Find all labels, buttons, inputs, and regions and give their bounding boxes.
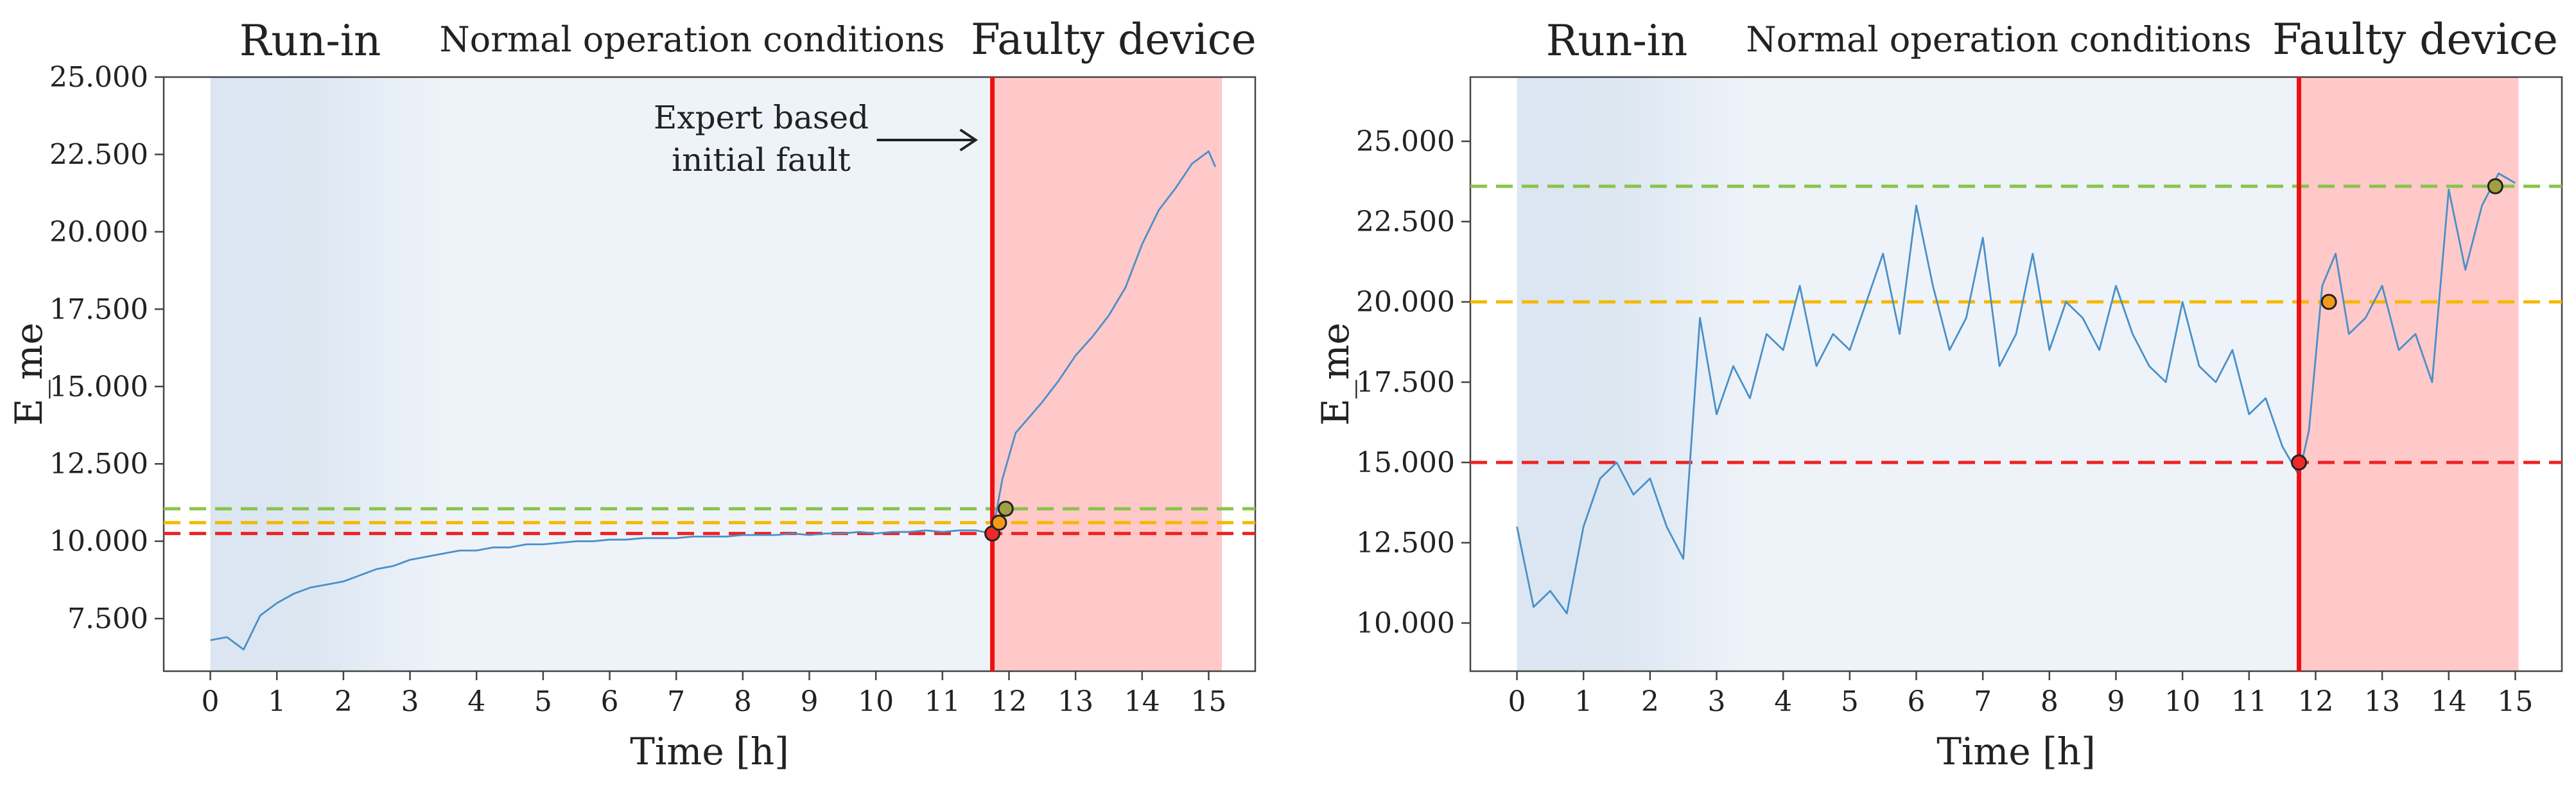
threshold-marker-green [2487,178,2503,195]
region-runin [210,77,444,671]
region-normal [1750,77,2299,671]
region-label-faulty: Faulty device [971,15,1257,64]
x-axis-title: Time [h] [1936,730,2096,773]
x-tick-label: 11 [2231,685,2267,718]
axes-frame [1469,76,2563,672]
x-tick-label: 6 [601,685,619,718]
x-tick-label: 15 [1190,685,1226,718]
y-tick-label: 25.000 [1356,125,1455,158]
annotation-arrowhead [959,128,979,152]
x-tick-label: 12 [2297,685,2333,718]
y-tick-label: 17.500 [1356,366,1455,399]
y-tick-label: 10.000 [1356,607,1455,640]
y-axis-title: E_me [1314,322,1357,426]
y-tick-label: 15.000 [49,371,148,403]
y-tick-label: 22.500 [49,138,148,171]
threshold-marker-red [2291,454,2308,471]
y-tick-label: 17.500 [49,293,148,326]
x-tick-label: 4 [1774,685,1792,718]
y-tick-label: 7.500 [67,602,148,635]
x-tick-label: 7 [667,685,685,718]
x-tick-label: 3 [401,685,419,718]
y-tick-label: 12.500 [1356,527,1455,559]
series-line [210,150,1217,651]
x-tick-label: 5 [534,685,552,718]
annotation-line-2: initial fault [672,141,851,179]
x-tick-label: 6 [1908,685,1926,718]
region-runin [1517,77,1750,671]
series-line [1516,172,2516,615]
plot-area: 0 1 2 3 4 5 6 7 8 9 10 11 12 13 14 1510.00012.50015.000… [1356,76,2563,718]
x-tick-label: 12 [991,685,1027,718]
y-tick-label: 25.000 [49,61,148,94]
x-axis-title: Time [h] [630,730,789,773]
x-tick-label: 0 [1508,685,1526,718]
x-tick-label: 8 [2041,685,2058,718]
x-tick-label: 10 [858,685,894,718]
axes-frame [162,76,1257,672]
left-chart: 0 1 2 3 4 5 6 7 8 9 10 11 12 13 14 157.50010.00012.5001… [7,15,1257,773]
y-tick-label: 20.000 [49,216,148,249]
threshold-marker-green [997,500,1014,517]
region-faulty [2299,77,2519,671]
y-tick-label: 20.000 [1356,286,1455,319]
x-tick-label: 1 [268,685,286,718]
x-tick-label: 15 [2497,685,2533,718]
x-tick-label: 9 [800,685,818,718]
x-tick-label: 0 [202,685,220,718]
y-axis-title: E_me [7,322,51,426]
annotation-line-1: Expert based [654,99,869,136]
x-tick-label: 13 [2364,685,2400,718]
region-faulty [992,77,1223,671]
right-chart: 0 1 2 3 4 5 6 7 8 9 10 11 12 13 14 1510.00012.50015.000… [1314,15,2563,773]
x-tick-label: 1 [1574,685,1592,718]
x-tick-label: 8 [734,685,752,718]
x-tick-label: 9 [2107,685,2125,718]
region-label-runin: Run-in [1546,16,1688,66]
region-label-runin: Run-in [239,16,381,66]
y-tick-label: 15.000 [1356,446,1455,479]
x-tick-label: 5 [1841,685,1859,718]
y-tick-label: 10.000 [49,525,148,558]
y-tick-label: 12.500 [49,448,148,480]
x-tick-label: 3 [1708,685,1726,718]
x-tick-label: 2 [335,685,352,718]
y-tick-label: 22.500 [1356,206,1455,238]
region-label-normal: Normal operation conditions [1746,19,2251,60]
threshold-marker-orange [2320,294,2337,310]
plot-area: 0 1 2 3 4 5 6 7 8 9 10 11 12 13 14 157.50010.00012.5001… [49,61,1257,718]
x-tick-label: 4 [467,685,485,718]
x-tick-label: 14 [1124,685,1160,718]
x-tick-label: 2 [1641,685,1659,718]
x-tick-label: 7 [1974,685,1992,718]
x-tick-label: 10 [2164,685,2200,718]
region-label-faulty: Faulty device [2272,15,2558,64]
region-label-normal: Normal operation conditions [439,19,944,60]
x-tick-label: 11 [925,685,961,718]
x-tick-label: 13 [1057,685,1093,718]
region-normal [443,77,993,671]
x-tick-label: 14 [2431,685,2467,718]
threshold-marker-orange [991,514,1007,531]
